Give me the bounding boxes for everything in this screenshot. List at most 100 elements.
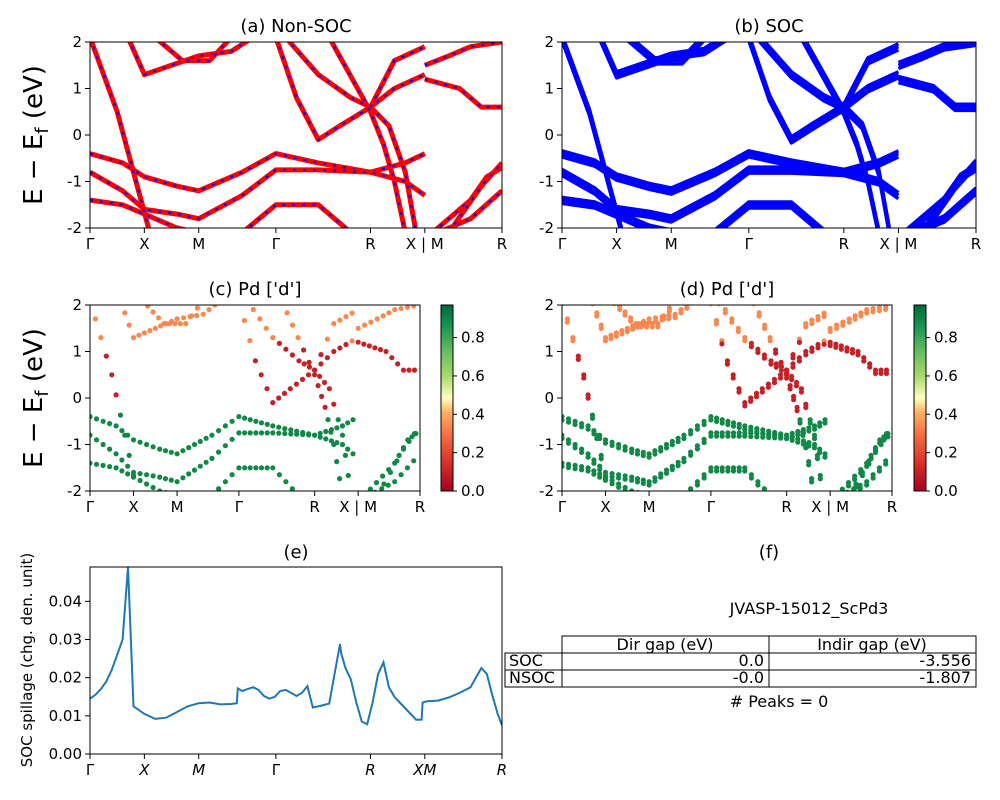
- projection-point: [130, 437, 137, 443]
- band-line: [156, 42, 231, 64]
- y-tick-label: -2: [539, 482, 554, 500]
- projection-point: [306, 364, 312, 370]
- projection-point: [646, 482, 652, 488]
- projection-point: [724, 361, 731, 367]
- projection-point: [688, 431, 694, 437]
- projection-point: [374, 316, 380, 322]
- projection-point: [622, 447, 628, 453]
- band-line: [897, 42, 976, 67]
- projection-point: [858, 313, 864, 319]
- band-line-dashed: [128, 42, 248, 76]
- x-tick-label: Γ: [86, 498, 95, 516]
- projection-point: [572, 421, 578, 428]
- panel-c-title: (c) Pd ['d']: [208, 279, 301, 300]
- projection-point: [258, 430, 265, 436]
- projection-point: [337, 345, 343, 351]
- projection-point: [730, 423, 737, 429]
- band-line-dashed: [90, 199, 182, 228]
- x-tick-label: R: [971, 235, 981, 253]
- x-tick-label: Γ: [272, 235, 281, 253]
- axes-frame: [89, 41, 503, 229]
- projection-point: [861, 358, 867, 364]
- projection-point: [209, 455, 215, 461]
- projection-point: [822, 454, 828, 460]
- projection-point: [572, 445, 578, 451]
- projection-point: [640, 480, 646, 486]
- band-line: [717, 203, 822, 228]
- y-tick-label: -1: [67, 436, 82, 454]
- projection-point: [322, 404, 328, 410]
- projection-point: [282, 430, 288, 437]
- band-line: [897, 74, 976, 107]
- projection-point: [694, 446, 701, 452]
- projection-point: [209, 432, 215, 438]
- y-tick-label: 1: [72, 80, 82, 98]
- projection-point: [283, 346, 289, 352]
- projection-point: [579, 424, 585, 430]
- projection-point: [701, 475, 707, 481]
- projection-point: [725, 433, 731, 439]
- projection-point: [177, 321, 183, 327]
- projection-point: [119, 468, 125, 474]
- projection-point: [339, 441, 346, 448]
- projection-point: [343, 314, 349, 320]
- band-line-dashed: [424, 42, 502, 67]
- projection-point: [258, 420, 265, 426]
- projection-point: [389, 355, 395, 361]
- band-line-dashed: [369, 45, 426, 108]
- projection-point: [777, 375, 784, 381]
- band-line-dashed: [90, 152, 426, 192]
- projection-point: [735, 328, 741, 335]
- y-tick-label: 0: [544, 126, 554, 144]
- axes-frame: [561, 304, 893, 492]
- band-line-dashed: [246, 203, 347, 228]
- projection-point: [773, 350, 779, 356]
- projection-point: [162, 448, 169, 454]
- projection-point: [778, 363, 784, 369]
- projection-point: [92, 316, 98, 322]
- projection-point: [137, 471, 143, 477]
- projection-point: [585, 454, 591, 460]
- projection-point: [229, 418, 235, 424]
- projection-point: [264, 421, 270, 427]
- projection-point: [612, 298, 617, 303]
- x-tick-label: X | M: [406, 235, 444, 253]
- band-line: [897, 80, 976, 113]
- projection-point: [736, 433, 742, 439]
- projection-point: [334, 425, 340, 431]
- projection-point: [345, 420, 351, 426]
- x-tick-label: R: [415, 498, 425, 516]
- projection-point: [411, 367, 418, 373]
- projection-point: [126, 322, 132, 328]
- x-tick-label: R: [365, 235, 375, 253]
- projection-point: [761, 489, 767, 491]
- projection-point: [675, 463, 681, 469]
- axes-frame: [89, 304, 421, 492]
- projection-point: [827, 328, 833, 335]
- projection-point: [708, 468, 714, 474]
- x-tick-label: X: [128, 498, 138, 516]
- projection-point: [100, 441, 106, 448]
- projection-point: [113, 451, 119, 457]
- projection-point: [878, 442, 884, 448]
- projection-point: [730, 433, 737, 439]
- y-tick-label: 2: [544, 33, 554, 51]
- projection-point: [331, 321, 337, 327]
- projection-point: [766, 434, 772, 441]
- projection-point: [619, 331, 625, 337]
- projection-point: [168, 477, 174, 483]
- projection-point: [838, 346, 844, 352]
- spillage-line: [90, 567, 502, 726]
- x-tick-label: R: [365, 761, 375, 779]
- projection-point: [778, 367, 785, 373]
- projection-point: [609, 442, 615, 448]
- x-tick-label: Γ: [707, 498, 716, 516]
- projection-point: [773, 364, 779, 370]
- peaks-label: # Peaks = 0: [730, 692, 829, 711]
- projection-point: [644, 324, 650, 330]
- projection-point: [276, 424, 282, 430]
- band-line: [448, 161, 502, 228]
- projection-point: [350, 451, 356, 457]
- projection-point: [803, 324, 809, 330]
- projection-point: [270, 335, 276, 341]
